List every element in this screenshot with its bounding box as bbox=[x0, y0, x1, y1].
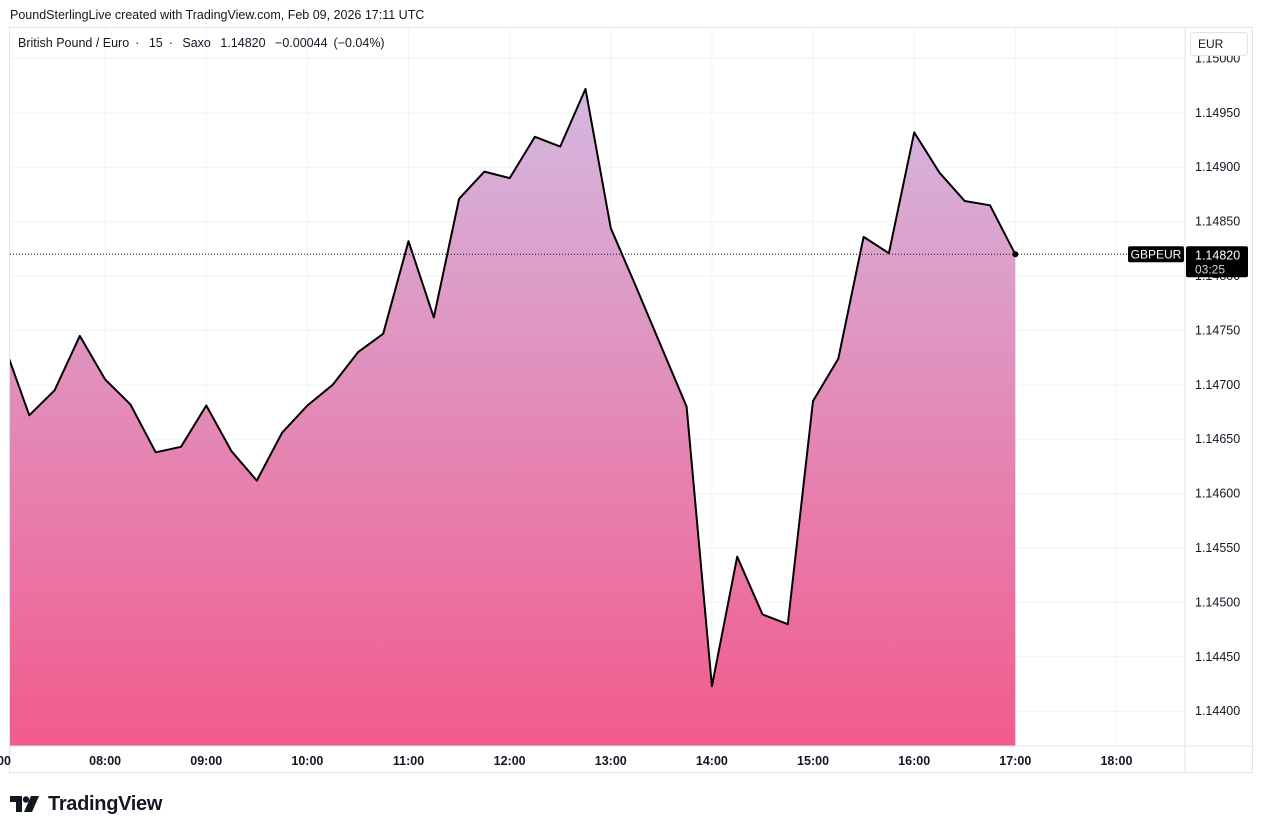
time-tick-label: 17:00 bbox=[999, 754, 1031, 768]
price-point[interactable] bbox=[102, 376, 108, 382]
time-tick-label: 00 bbox=[0, 754, 11, 768]
price-point[interactable] bbox=[481, 169, 487, 175]
legend-separator: · bbox=[168, 36, 173, 50]
price-tick-label: 1.14750 bbox=[1195, 323, 1240, 337]
chart-attribution: PoundSterlingLive created with TradingVi… bbox=[10, 8, 425, 22]
price-axis[interactable]: 1.150001.149501.149001.148501.148001.147… bbox=[1195, 51, 1240, 718]
price-point[interactable] bbox=[77, 333, 83, 339]
price-point[interactable] bbox=[178, 444, 184, 450]
legend-last-price: 1.14820 bbox=[220, 36, 266, 50]
price-point[interactable] bbox=[52, 387, 58, 393]
price-point[interactable] bbox=[608, 225, 614, 231]
price-point[interactable] bbox=[406, 238, 412, 244]
price-point[interactable] bbox=[962, 198, 968, 204]
price-tag-value: 1.14820 bbox=[1195, 248, 1240, 262]
legend-interval: 15 bbox=[148, 36, 163, 50]
currency-button[interactable]: EUR bbox=[1190, 32, 1248, 56]
price-tag-countdown: 03:25 bbox=[1195, 262, 1225, 276]
price-point[interactable] bbox=[127, 401, 133, 407]
price-tag-bg bbox=[1186, 246, 1248, 278]
time-tick-label: 16:00 bbox=[898, 754, 930, 768]
price-tick-label: 1.14500 bbox=[1195, 595, 1240, 609]
legend-change: −0.00044 bbox=[275, 36, 328, 50]
price-point[interactable] bbox=[229, 448, 235, 454]
legend-change-pct: (−0.04%) bbox=[333, 36, 385, 50]
last-price-dot bbox=[1012, 251, 1019, 258]
price-point[interactable] bbox=[886, 250, 892, 256]
price-tick-label: 1.14850 bbox=[1195, 215, 1240, 229]
price-point[interactable] bbox=[26, 412, 32, 418]
price-point[interactable] bbox=[532, 134, 538, 140]
price-line[interactable] bbox=[4, 87, 1017, 688]
price-tick-label: 1.14650 bbox=[1195, 432, 1240, 446]
time-tick-label: 14:00 bbox=[696, 754, 728, 768]
price-point[interactable] bbox=[835, 356, 841, 362]
price-point[interactable] bbox=[355, 349, 361, 355]
price-point[interactable] bbox=[709, 683, 715, 689]
price-point[interactable] bbox=[936, 170, 942, 176]
price-tick-label: 1.14450 bbox=[1195, 650, 1240, 664]
tradingview-logo[interactable]: TradingView bbox=[10, 792, 162, 816]
price-point[interactable] bbox=[861, 234, 867, 240]
time-tick-label: 11:00 bbox=[393, 754, 424, 768]
price-point[interactable] bbox=[633, 284, 639, 290]
legend-symbol-name: British Pound / Euro bbox=[18, 36, 130, 50]
price-point[interactable] bbox=[330, 382, 336, 388]
legend-exchange: Saxo bbox=[182, 36, 211, 50]
price-point[interactable] bbox=[507, 175, 513, 181]
time-tick-label: 13:00 bbox=[595, 754, 627, 768]
price-point[interactable] bbox=[810, 398, 816, 404]
time-tick-label: 08:00 bbox=[89, 754, 121, 768]
tradingview-logo-icon bbox=[10, 796, 39, 812]
price-tick-label: 1.14400 bbox=[1195, 704, 1240, 718]
price-point[interactable] bbox=[304, 402, 310, 408]
price-point[interactable] bbox=[153, 449, 159, 455]
price-point[interactable] bbox=[380, 331, 386, 337]
price-area-fill bbox=[10, 88, 1016, 746]
price-point[interactable] bbox=[557, 144, 563, 150]
time-axis[interactable]: 00 08:00 09:00 10:00 11:00 12:00 13:00 14:00 15:… bbox=[0, 754, 1132, 768]
time-tick-label: 12:00 bbox=[494, 754, 526, 768]
price-tick-label: 1.14950 bbox=[1195, 106, 1240, 120]
price-point[interactable] bbox=[684, 404, 690, 410]
time-tick-label: 15:00 bbox=[797, 754, 829, 768]
price-tick-label: 1.14550 bbox=[1195, 541, 1240, 555]
price-tick-label: 1.14600 bbox=[1195, 487, 1240, 501]
chart-frame bbox=[9, 27, 1253, 773]
symbol-legend[interactable]: British Pound / Euro · 15 · Saxo 1.14820 −… bbox=[18, 36, 391, 50]
price-point[interactable] bbox=[279, 430, 285, 436]
price-point[interactable] bbox=[1, 342, 7, 348]
symbol-tag-label: GBPEUR bbox=[1131, 247, 1182, 261]
price-point[interactable] bbox=[785, 621, 791, 627]
time-tick-label: 09:00 bbox=[190, 754, 222, 768]
price-point[interactable] bbox=[254, 478, 260, 484]
price-tick-label: 1.14900 bbox=[1195, 160, 1240, 174]
price-tick-label: 1.14700 bbox=[1195, 378, 1240, 392]
price-point[interactable] bbox=[987, 202, 993, 208]
time-tick-label: 18:00 bbox=[1100, 754, 1132, 768]
price-point[interactable] bbox=[734, 554, 740, 560]
symbol-tag-bg bbox=[1128, 246, 1184, 263]
price-point[interactable] bbox=[431, 314, 437, 320]
price-point[interactable] bbox=[759, 611, 765, 617]
time-tick-label: 10:00 bbox=[291, 754, 323, 768]
tradingview-logo-text: TradingView bbox=[48, 792, 163, 815]
price-point[interactable] bbox=[583, 86, 589, 92]
price-point[interactable] bbox=[911, 129, 917, 135]
price-point[interactable] bbox=[658, 344, 664, 350]
legend-separator: · bbox=[135, 36, 140, 50]
price-point[interactable] bbox=[456, 196, 462, 202]
price-point[interactable] bbox=[203, 402, 209, 408]
